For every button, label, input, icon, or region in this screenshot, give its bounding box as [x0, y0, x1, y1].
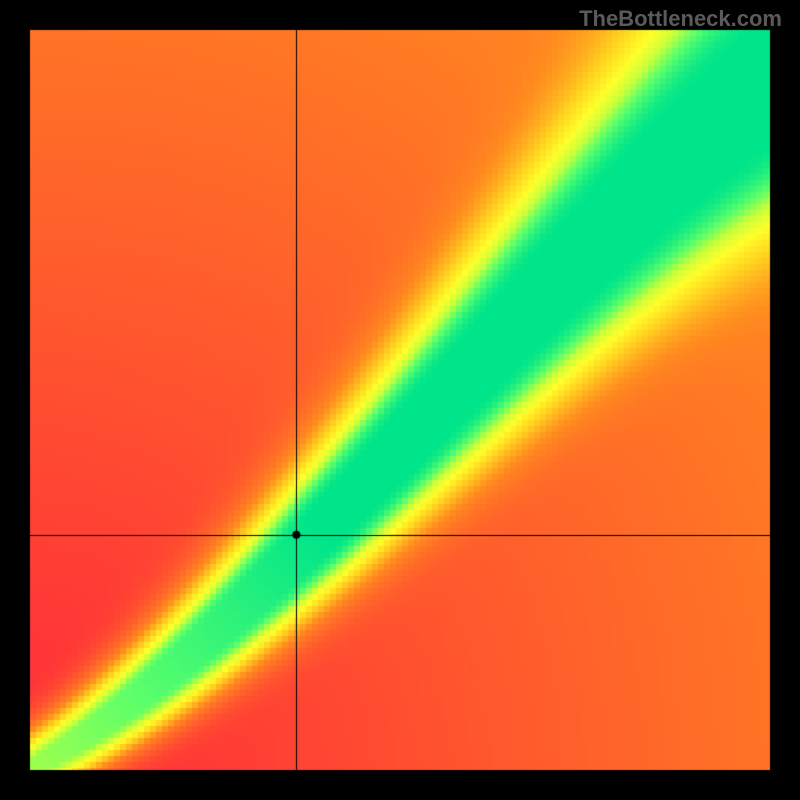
watermark-text: TheBottleneck.com [579, 6, 782, 32]
bottleneck-heatmap [0, 0, 800, 800]
chart-container: TheBottleneck.com [0, 0, 800, 800]
